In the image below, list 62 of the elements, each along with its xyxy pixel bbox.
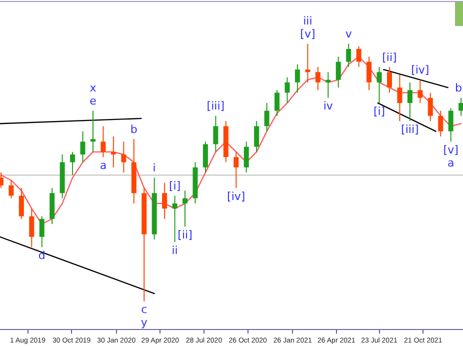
candlestick [100,126,106,158]
candlestick [244,141,249,174]
annotation: a [447,156,454,170]
candlestick [202,141,208,174]
candlestick [418,79,423,104]
annotation: [iv] [411,64,430,77]
candlestick [346,43,352,68]
candlestick [70,151,76,176]
annotation: v [345,28,352,41]
candlestick [438,110,444,137]
annotation: i [152,162,156,175]
candlestick [254,120,260,152]
annotation: x [90,82,97,95]
candlestick [90,110,96,152]
candlestick [356,46,362,68]
candlestick [376,66,382,104]
candlestick [110,136,116,168]
candlestick [448,108,454,142]
candlestick [458,97,463,116]
annotation: [ii] [178,228,192,242]
candlestick [172,195,178,243]
annotation: [i] [373,104,386,118]
candlestick [294,64,300,94]
candlestick [8,180,14,199]
candlestick [80,130,86,163]
annotation: [iii] [206,100,225,113]
annotation: a [100,158,107,172]
annotation: b [455,82,462,95]
annotation: y [140,316,148,330]
candlestick [274,90,280,116]
candlestick [121,141,126,174]
candlestick [284,76,290,104]
annotation: [ii] [382,50,397,64]
candlestick [305,43,310,83]
candlestick [336,56,341,88]
annotation: b [130,122,138,136]
candlestick [234,151,239,188]
candlestick [315,66,320,91]
annotation: ii [172,244,178,257]
annotation: [v] [300,28,316,41]
candlestick [213,115,218,152]
annotation: [i] [168,180,181,193]
candlestick [386,66,392,94]
candlestick [264,102,270,132]
candlestick [182,190,188,228]
candlestick [39,216,44,248]
candlestick [326,72,331,98]
candlestick [366,56,372,91]
annotation: [iii] [401,122,419,136]
candlestick [428,92,433,122]
annotation: d [38,249,46,262]
annotation: [v] [443,143,458,156]
candlestick [162,182,168,220]
candlestick [397,74,402,122]
candlestick [18,187,24,220]
annotation: c [141,303,148,316]
candlestick [407,82,412,122]
annotation: iii [303,14,312,28]
annotation: [iv] [227,190,246,203]
annotation: e [90,94,97,108]
candlestick [29,208,34,248]
annotation: iv [323,100,334,113]
